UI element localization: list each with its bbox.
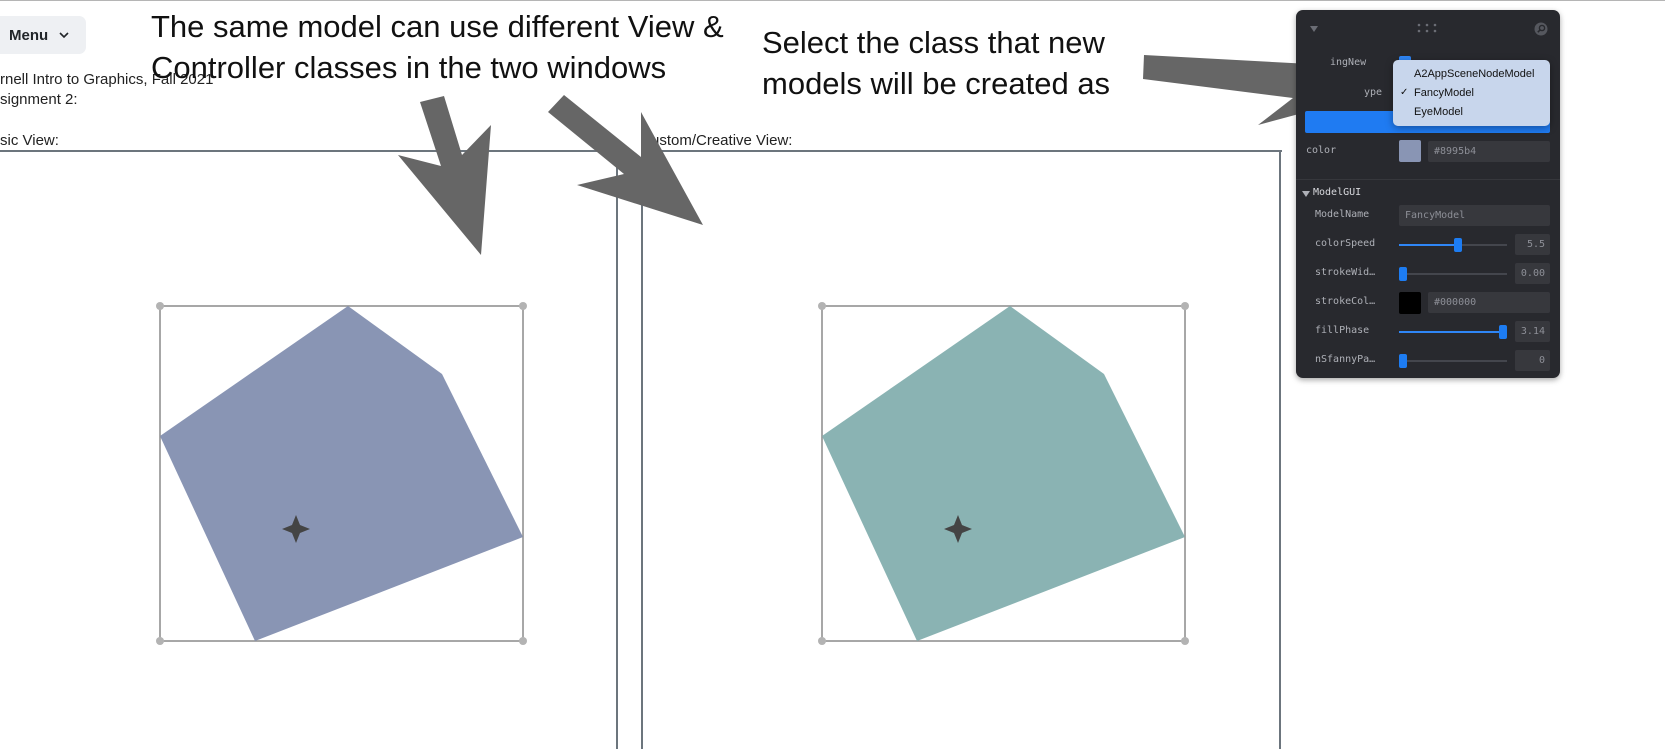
nsfanny-knob[interactable] xyxy=(1399,354,1407,368)
top-divider xyxy=(0,0,1665,1)
checkmark-icon: ✓ xyxy=(1400,87,1409,98)
menu-button[interactable]: Menu xyxy=(0,16,86,54)
basic-corner-handle-br[interactable] xyxy=(519,637,527,645)
model-type-dropdown[interactable]: ✓ A2AppSceneNodeModel FancyModel EyeMode… xyxy=(1393,60,1550,126)
collapse-caret-icon[interactable] xyxy=(1309,25,1319,33)
basic-anchor-icon[interactable] xyxy=(282,515,310,543)
chevron-down-icon xyxy=(59,32,69,39)
modelgui-folder-title[interactable]: ModelGUI xyxy=(1313,187,1362,198)
panel-divider xyxy=(1296,179,1560,180)
color-swatch[interactable] xyxy=(1399,140,1421,162)
color-speed-label: colorSpeed xyxy=(1315,238,1376,249)
fill-phase-knob[interactable] xyxy=(1499,325,1507,339)
fill-phase-fill xyxy=(1399,331,1499,333)
custom-view-label: ustom/Creative View: xyxy=(651,132,793,149)
menu-button-label: Menu xyxy=(9,26,49,44)
fill-phase-label: fillPhase xyxy=(1315,325,1370,336)
nsfanny-value[interactable]: 0 xyxy=(1515,350,1550,371)
annotation-right-line1: Select the class that new xyxy=(762,25,1105,60)
custom-view-right-border xyxy=(1279,150,1281,749)
custom-view-top-border xyxy=(641,150,1282,152)
assignment-title: signment 2: xyxy=(0,91,78,108)
creating-new-label: ingNew xyxy=(1330,57,1367,68)
custom-corner-handle-tl[interactable] xyxy=(818,302,826,310)
drag-handle-icon[interactable] xyxy=(1416,23,1438,33)
color-speed-value[interactable]: 5.5 xyxy=(1515,234,1550,255)
search-icon[interactable] xyxy=(1533,21,1549,37)
folder-expanded-icon[interactable] xyxy=(1302,191,1310,197)
stroke-width-label: strokeWid… xyxy=(1315,267,1376,278)
basic-bounding-box xyxy=(159,305,524,642)
color-speed-fill xyxy=(1399,244,1454,246)
custom-view-left-border xyxy=(641,150,643,749)
nsfanny-track[interactable] xyxy=(1399,360,1507,362)
dropdown-option-selected[interactable]: FancyModel xyxy=(1414,87,1474,99)
basic-view-top-border xyxy=(0,150,624,152)
nsfanny-label: nSfannyPa… xyxy=(1315,354,1376,365)
model-name-label: ModelName xyxy=(1315,209,1370,220)
model-type-label: ype xyxy=(1364,87,1383,98)
stroke-width-value[interactable]: 0.00 xyxy=(1515,263,1550,284)
custom-anchor-icon[interactable] xyxy=(944,515,972,543)
basic-model-shape[interactable] xyxy=(160,306,523,641)
fill-phase-value[interactable]: 3.14 xyxy=(1515,321,1550,342)
model-name-field[interactable]: FancyModel xyxy=(1399,205,1550,226)
basic-corner-handle-tr[interactable] xyxy=(519,302,527,310)
color-speed-knob[interactable] xyxy=(1454,238,1462,252)
color-label: color xyxy=(1306,145,1337,156)
annotation-left-line1: The same model can use different View & xyxy=(151,9,724,44)
basic-view-label: sic View: xyxy=(0,132,59,149)
basic-corner-handle-bl[interactable] xyxy=(156,637,164,645)
annotation-right-line2: models will be created as xyxy=(762,66,1111,101)
stroke-width-knob[interactable] xyxy=(1399,267,1407,281)
custom-corner-handle-br[interactable] xyxy=(1181,637,1189,645)
annotation-left-line2: Controller classes in the two windows xyxy=(151,50,667,85)
stroke-color-hex-field[interactable]: #000000 xyxy=(1428,292,1550,313)
custom-corner-handle-tr[interactable] xyxy=(1181,302,1189,310)
basic-view-right-border xyxy=(616,150,618,749)
custom-bounding-box xyxy=(821,305,1186,642)
dropdown-option[interactable]: EyeModel xyxy=(1414,106,1463,118)
custom-corner-handle-bl[interactable] xyxy=(818,637,826,645)
custom-view-canvas[interactable] xyxy=(643,152,1279,749)
color-hex-field[interactable]: #8995b4 xyxy=(1428,141,1550,162)
stroke-color-label: strokeCol… xyxy=(1315,296,1376,307)
basic-view-canvas[interactable] xyxy=(0,152,616,749)
basic-corner-handle-tl[interactable] xyxy=(156,302,164,310)
stroke-color-swatch[interactable] xyxy=(1399,292,1421,314)
dropdown-option[interactable]: A2AppSceneNodeModel xyxy=(1414,68,1535,80)
course-title: rnell Intro to Graphics, Fall 2021 xyxy=(0,71,214,88)
custom-model-shape[interactable] xyxy=(822,306,1185,641)
stroke-width-track[interactable] xyxy=(1399,273,1507,275)
